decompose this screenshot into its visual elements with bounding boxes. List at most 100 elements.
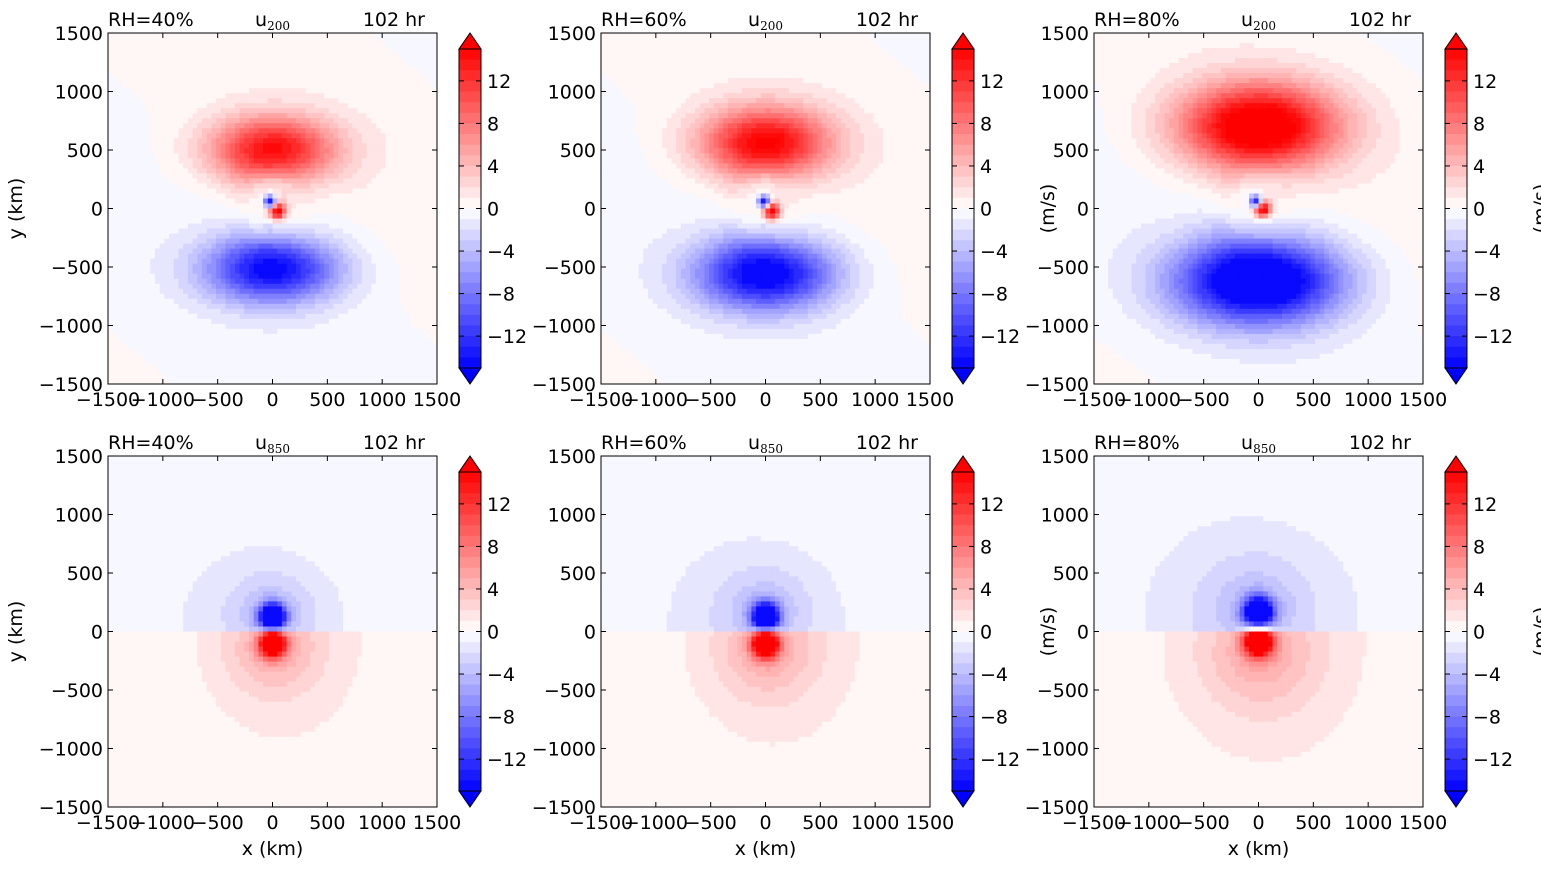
heatmap-cell: [249, 113, 254, 119]
heatmap-cell: [179, 98, 184, 104]
heatmap-cell: [301, 78, 306, 84]
heatmap-cell: [211, 319, 216, 325]
heatmap-cell: [343, 244, 348, 250]
heatmap-cell: [188, 153, 193, 159]
heatmap-cell: [362, 374, 367, 380]
heatmap-cell: [338, 133, 343, 139]
heatmap-cell: [301, 198, 306, 204]
heatmap-cell: [367, 103, 372, 109]
heatmap-cell: [132, 269, 137, 275]
heatmap-cell: [258, 53, 263, 59]
heatmap-cell: [418, 158, 423, 164]
heatmap-cell: [287, 354, 292, 360]
heatmap-cell: [418, 274, 423, 280]
heatmap-cell: [230, 319, 235, 325]
heatmap-cell: [296, 324, 301, 330]
heatmap-cell: [277, 63, 282, 69]
heatmap-cell: [132, 289, 137, 295]
heatmap-cell: [291, 88, 296, 94]
heatmap-cell: [329, 339, 334, 345]
heatmap-cell: [169, 178, 174, 184]
heatmap-cell: [230, 188, 235, 194]
heatmap-cell: [320, 279, 325, 285]
heatmap-cell: [301, 63, 306, 69]
heatmap-cell: [188, 269, 193, 275]
heatmap-cell: [263, 63, 268, 69]
heatmap-cell: [334, 294, 339, 300]
heatmap-cell: [367, 209, 372, 215]
heatmap-cell: [305, 339, 310, 345]
heatmap-cell: [320, 73, 325, 79]
heatmap-cell: [367, 168, 372, 174]
heatmap-cell: [117, 374, 122, 380]
heatmap-cell: [117, 319, 122, 325]
heatmap-cell: [277, 143, 282, 149]
heatmap-cell: [136, 319, 141, 325]
heatmap-cell: [282, 198, 287, 204]
heatmap-cell: [136, 284, 141, 290]
heatmap-cell: [418, 309, 423, 315]
heatmap-cell: [244, 103, 249, 109]
heatmap-cell: [235, 304, 240, 310]
heatmap-cell: [310, 234, 315, 240]
heatmap-cell: [404, 188, 409, 194]
heatmap-cell: [367, 329, 372, 335]
heatmap-cell: [381, 289, 386, 295]
heatmap-cell: [169, 143, 174, 149]
heatmap-cell: [268, 264, 273, 270]
heatmap-cell: [249, 63, 254, 69]
heatmap-cell: [207, 364, 212, 370]
heatmap-cell: [155, 214, 160, 220]
heatmap-cell: [376, 264, 381, 270]
heatmap-cell: [150, 148, 155, 154]
heatmap-cell: [414, 33, 419, 39]
heatmap-cell: [240, 153, 245, 159]
heatmap-cell: [329, 329, 334, 335]
heatmap-cell: [273, 133, 278, 139]
heatmap-cell: [240, 158, 245, 164]
heatmap-cell: [169, 264, 174, 270]
heatmap-cell: [146, 98, 151, 104]
heatmap-cell: [343, 158, 348, 164]
heatmap-cell: [179, 158, 184, 164]
heatmap-cell: [146, 33, 151, 39]
heatmap-cell: [329, 128, 334, 134]
heatmap-cell: [183, 219, 188, 225]
heatmap-cell: [315, 254, 320, 260]
heatmap-cell: [179, 324, 184, 330]
heatmap-cell: [155, 38, 160, 44]
heatmap-cell: [371, 43, 376, 49]
heatmap-cell: [244, 113, 249, 119]
heatmap-cell: [117, 78, 122, 84]
heatmap-cell: [343, 344, 348, 350]
heatmap-cell: [381, 123, 386, 129]
heatmap-cell: [287, 93, 292, 99]
heatmap-cell: [244, 33, 249, 39]
heatmap-cell: [244, 314, 249, 320]
heatmap-cell: [399, 133, 404, 139]
heatmap-cell: [399, 209, 404, 215]
heatmap-cell: [395, 158, 400, 164]
heatmap-cell: [122, 43, 127, 49]
heatmap-cell: [127, 198, 132, 204]
heatmap-cell: [155, 198, 160, 204]
heatmap-cell: [122, 289, 127, 295]
heatmap-cell: [390, 329, 395, 335]
heatmap-cell: [381, 309, 386, 315]
heatmap-cell: [174, 203, 179, 209]
heatmap-cell: [221, 43, 226, 49]
heatmap-cell: [301, 163, 306, 169]
heatmap-cell: [249, 319, 254, 325]
heatmap-cell: [117, 254, 122, 260]
heatmap-cell: [381, 299, 386, 305]
heatmap-cell: [395, 173, 400, 179]
heatmap-cell: [329, 178, 334, 184]
heatmap-cell: [334, 103, 339, 109]
heatmap-cell: [193, 143, 198, 149]
heatmap-cell: [338, 234, 343, 240]
heatmap-cell: [226, 254, 231, 260]
heatmap-cell: [155, 88, 160, 94]
heatmap-cell: [320, 234, 325, 240]
heatmap-cell: [291, 53, 296, 59]
heatmap-cell: [183, 339, 188, 345]
